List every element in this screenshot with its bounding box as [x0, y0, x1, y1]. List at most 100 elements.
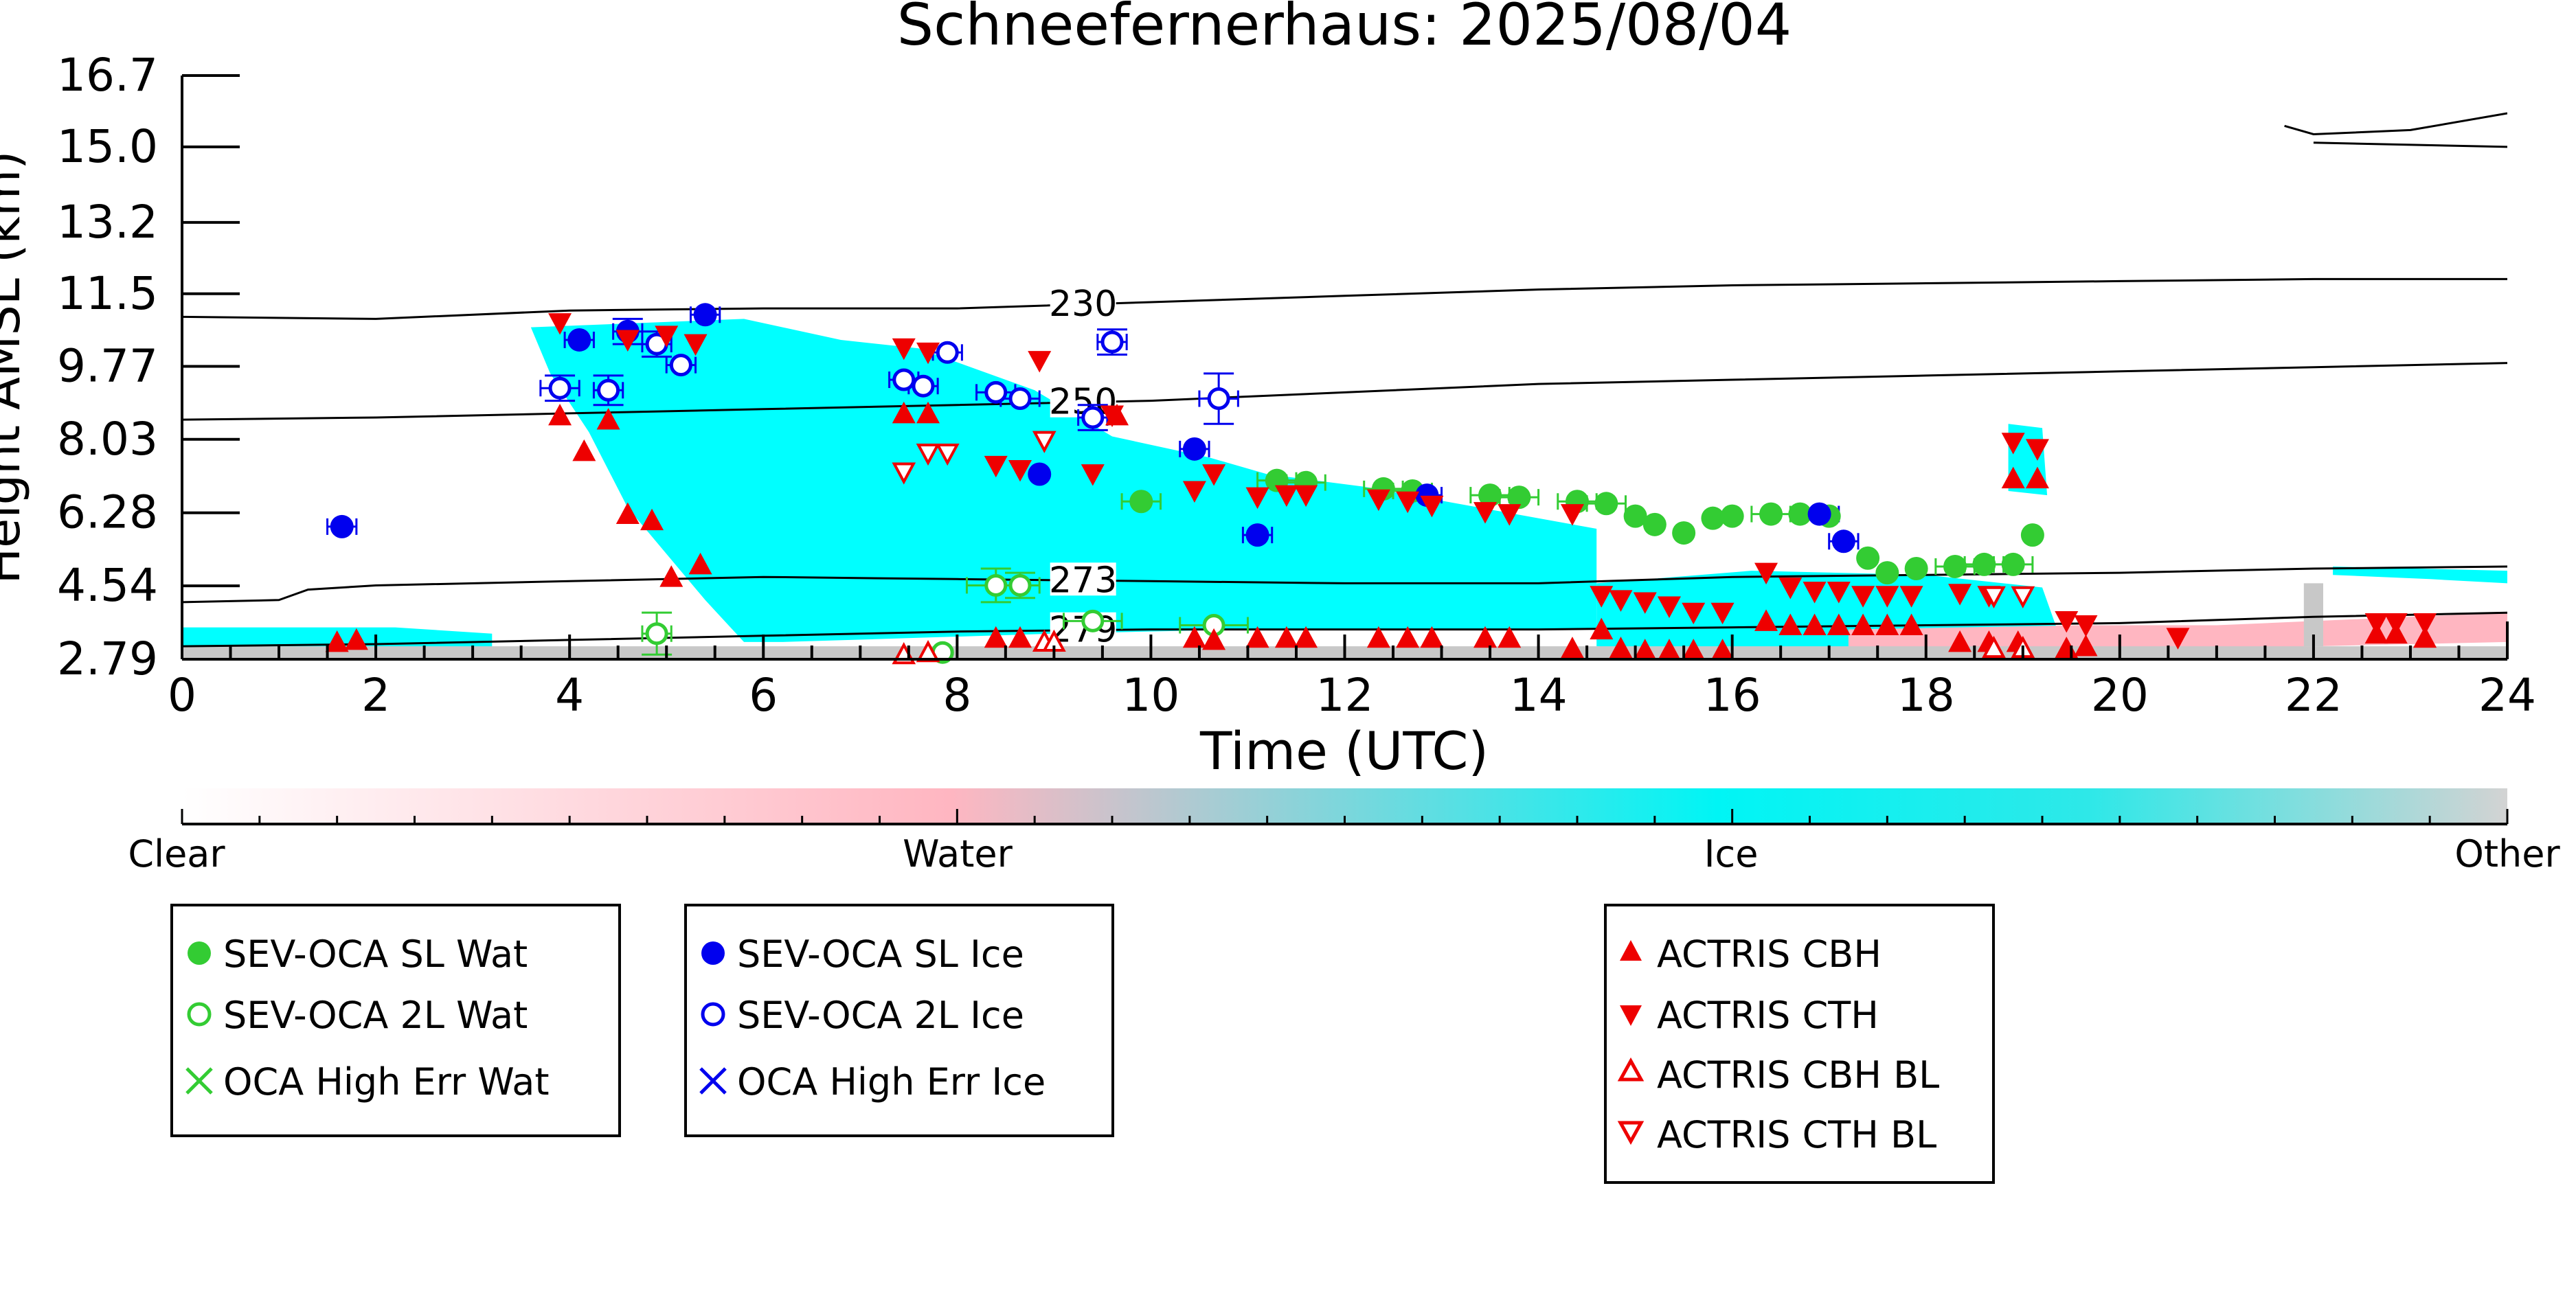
sev-oca-sl-wat-point: [1623, 504, 1647, 528]
actris-cth-point: [2001, 433, 2025, 455]
series-sev-oca-sl-ice: [330, 303, 1855, 553]
contour-line-extra-5: [2313, 141, 2507, 148]
contour-line-extra-4: [2284, 112, 2507, 136]
sev-oca-2l-ice-point: [1008, 387, 1032, 411]
actris-cth-point: [2364, 613, 2388, 635]
sev-oca-2l-ice-point: [892, 368, 916, 391]
sev-oca-sl-wat-point: [2001, 552, 2025, 576]
legend-marker-actris-cbh: [1620, 940, 1642, 961]
sev-oca-sl-wat-point: [1507, 485, 1531, 510]
x-tick-label: 14: [1510, 669, 1568, 722]
actris-cth-point: [1081, 464, 1105, 486]
x-tick-label: 0: [168, 669, 196, 722]
actris-cth-point: [1778, 578, 1803, 599]
sev-oca-sl-wat-point: [1943, 554, 1967, 578]
actris-cth-point: [1710, 602, 1735, 625]
legend-marker-oca-high-err-ice: [699, 1067, 727, 1095]
actris-cbh-point: [2074, 635, 2098, 656]
sev-oca-2l-ice-point: [1207, 387, 1230, 411]
legend-marker-sev-oca-2l-ice: [701, 1002, 725, 1027]
y-tick-label: 4.54: [57, 559, 158, 612]
contour-line-273: [182, 565, 2507, 604]
sev-oca-2l-wat-point: [645, 622, 668, 646]
x-tick-label: 20: [2091, 669, 2149, 722]
sev-oca-sl-wat-point: [1642, 512, 1667, 536]
actris-cbh-point: [984, 626, 1008, 648]
actris-cbh-point: [1875, 613, 1899, 635]
legend-marker-actris-cth-bl: [1617, 1121, 1645, 1145]
actris-cth-point: [892, 338, 916, 361]
legend-label-actris-cbh-bl: ACTRIS CBH BL: [1657, 1053, 1939, 1097]
sev-oca-2l-ice-point: [912, 374, 935, 398]
sev-oca-2l-wat-point: [1081, 609, 1105, 632]
legend-label-actris-cbh: ACTRIS CBH: [1657, 933, 1882, 976]
actris-cbh-bl-point: [916, 640, 940, 663]
y-tick-label: 9.77: [57, 339, 158, 392]
actris-cbh-point: [1590, 617, 1614, 640]
sev-oca-2l-ice-point: [669, 354, 692, 377]
actris-cbh-point: [1473, 626, 1498, 648]
sev-oca-2l-wat-point: [1008, 573, 1032, 597]
sev-oca-2l-ice-point: [1081, 406, 1105, 429]
legend-actris: ACTRIS CBH ACTRIS CTH ACTRIS CBH BL ACTR…: [1604, 904, 1995, 1184]
actris-cbh-point: [1560, 637, 1584, 659]
colorbar-label-clear: Clear: [128, 832, 225, 876]
contour-label-273: 273: [1049, 560, 1117, 601]
actris-cbh-point: [640, 508, 664, 531]
x-tick-label: 6: [749, 669, 778, 722]
series-actris-cth: [548, 313, 2437, 650]
actris-cbh-point: [1710, 639, 1735, 661]
actris-cth-point: [1657, 596, 1681, 619]
y-tick-label: 8.03: [57, 413, 158, 466]
actris-cth-point: [1100, 405, 1124, 427]
actris-cbh-point: [325, 630, 349, 652]
actris-cbh-point: [1778, 613, 1803, 635]
legend-marker-sev-oca-sl-wat: [188, 941, 211, 965]
actris-cbh-bl-point: [1982, 635, 2006, 659]
legend-box-water: [170, 904, 621, 1137]
actris-cth-point: [1754, 562, 1778, 585]
actris-cth-point: [683, 334, 708, 356]
actris-cth-point: [1590, 586, 1614, 608]
actris-cbh-point: [1682, 639, 1706, 661]
legend-label-oca-high-err-ice: OCA High Err Ice: [737, 1060, 1046, 1104]
sev-oca-2l-wat-point: [984, 573, 1008, 597]
legend-label-actris-cth: ACTRIS CTH: [1657, 994, 1879, 1037]
sev-oca-sl-wat-point: [1701, 506, 1725, 530]
actris-cth-point: [2074, 615, 2098, 637]
sev-oca-2l-ice-point: [936, 341, 959, 364]
actris-cbh-point: [1609, 637, 1633, 659]
actris-cth-point: [2025, 439, 2049, 461]
sev-oca-2l-ice-point: [984, 380, 1008, 404]
legend-ice: SEV-OCA SL Ice SEV-OCA 2L Ice OCA High E…: [684, 904, 1114, 1137]
actris-cth-point: [1202, 464, 1226, 486]
actris-cth-point: [1682, 602, 1706, 625]
sev-oca-sl-wat-point: [1788, 502, 1812, 526]
actris-cbh-point: [1182, 626, 1206, 648]
legend-label-sev-oca-sl-ice: SEV-OCA SL Ice: [737, 933, 1024, 976]
sev-oca-sl-ice-point: [567, 328, 591, 352]
x-tick-label: 18: [1897, 669, 1955, 722]
actris-cbh-point: [1008, 626, 1032, 648]
actris-cbh-point: [659, 565, 683, 587]
actris-cth-point: [916, 342, 940, 365]
actris-cth-point: [1875, 586, 1899, 608]
actris-cth-point: [1633, 592, 1657, 614]
sev-oca-sl-ice-point: [1807, 502, 1831, 526]
x-axis-label: Time (UTC): [1199, 720, 1489, 781]
sev-oca-sl-ice-point: [1245, 523, 1269, 547]
actris-cbh-point: [1657, 639, 1681, 661]
y-tick-label: 11.5: [57, 267, 158, 320]
actris-cbh-point: [1396, 626, 1420, 648]
colorbar-ticks: [181, 809, 2509, 824]
actris-cth-bl-point: [1032, 431, 1057, 453]
sev-oca-sl-wat-point: [1856, 546, 1880, 570]
actris-cth-point: [1274, 485, 1298, 507]
actris-cth-point: [548, 313, 572, 335]
x-ticks: 0 2 4 6 8 10 12 14 16 18 20 22 24: [168, 635, 2536, 722]
actris-cth-point: [984, 455, 1008, 478]
actris-cbh-point: [2413, 626, 2437, 648]
sev-oca-2l-ice-point: [548, 376, 572, 400]
actris-cth-point: [1560, 504, 1584, 526]
